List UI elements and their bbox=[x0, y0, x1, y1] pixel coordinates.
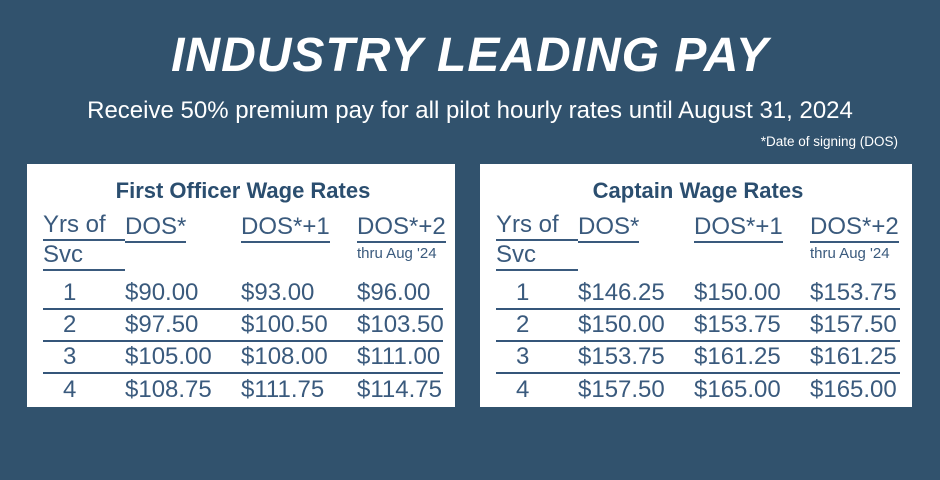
years-of-service-cell: 4 bbox=[63, 375, 77, 403]
svc-label: Svc bbox=[496, 241, 578, 271]
column-header-dos: DOS* bbox=[578, 212, 694, 272]
hourly-rate-cell: $161.25 bbox=[694, 342, 781, 370]
hourly-rate-cell: $150.00 bbox=[578, 310, 665, 338]
column-header-dos-plus-2: DOS*+2 thru Aug '24 bbox=[357, 212, 446, 262]
column-header-dos-plus-2: DOS*+2 thru Aug '24 bbox=[810, 212, 899, 262]
table-row: 3 $105.00 $108.00 $111.00 bbox=[43, 342, 443, 374]
hourly-rate-cell: $150.00 bbox=[694, 278, 781, 306]
hourly-rate-cell: $103.50 bbox=[357, 310, 444, 338]
years-of-service-cell: 1 bbox=[516, 278, 530, 306]
hourly-rate-cell: $165.00 bbox=[694, 375, 781, 403]
hourly-rate-cell: $146.25 bbox=[578, 278, 665, 306]
table-row: 4 $157.50 $165.00 $165.00 bbox=[496, 374, 900, 406]
table-row: 1 $146.25 $150.00 $153.75 bbox=[496, 278, 900, 310]
table-row: 2 $97.50 $100.50 $103.50 bbox=[43, 310, 444, 342]
hourly-rate-cell: $153.75 bbox=[810, 278, 897, 306]
table-header-row: Yrs of Svc DOS* DOS*+1 DOS*+2 thru Aug '… bbox=[496, 211, 900, 272]
column-header-dos-plus-1: DOS*+1 bbox=[241, 212, 357, 272]
hourly-rate-cell: $96.00 bbox=[357, 278, 431, 306]
thru-aug-note: thru Aug '24 bbox=[810, 244, 890, 262]
page-title: INDUSTRY LEADING PAY bbox=[171, 29, 769, 82]
column-header-yrs-of-svc: Yrs of Svc bbox=[496, 211, 578, 272]
hourly-rate-cell: $105.00 bbox=[125, 342, 212, 370]
column-header-dos-plus-1: DOS*+1 bbox=[694, 212, 810, 272]
hourly-rate-cell: $90.00 bbox=[125, 278, 199, 306]
table-body: 1 $146.25 $150.00 $153.75 2 $150.00 $153.75 $15… bbox=[496, 278, 900, 406]
column-header-yrs-of-svc: Yrs of Svc bbox=[43, 211, 125, 272]
table-header-row: Yrs of Svc DOS* DOS*+1 DOS*+2 thru Aug '… bbox=[43, 211, 446, 272]
captain-wage-table: Captain Wage Rates Yrs of Svc DOS* DOS*+… bbox=[480, 163, 912, 407]
hourly-rate-cell: $93.00 bbox=[241, 278, 315, 306]
years-of-service-cell: 4 bbox=[516, 375, 530, 403]
wage-tables-container: First Officer Wage Rates Yrs of Svc DOS*… bbox=[27, 163, 940, 407]
hourly-rate-cell: $111.75 bbox=[241, 375, 325, 403]
hourly-rate-cell: $157.50 bbox=[810, 310, 897, 338]
years-of-service-cell: 3 bbox=[516, 342, 530, 370]
table-title: First Officer Wage Rates bbox=[115, 177, 371, 203]
hourly-rate-cell: $108.00 bbox=[241, 342, 328, 370]
hourly-rate-cell: $153.75 bbox=[578, 342, 665, 370]
first-officer-wage-table: First Officer Wage Rates Yrs of Svc DOS*… bbox=[27, 163, 455, 407]
hourly-rate-cell: $157.50 bbox=[578, 375, 665, 403]
table-row: 4 $108.75 $111.75 $114.75 bbox=[43, 374, 443, 406]
hourly-rate-cell: $100.50 bbox=[241, 310, 328, 338]
years-of-service-cell: 2 bbox=[516, 310, 530, 338]
hourly-rate-cell: $111.00 bbox=[357, 342, 441, 370]
dos-footnote: *Date of signing (DOS) bbox=[760, 133, 898, 149]
yrs-of-label: Yrs of bbox=[496, 211, 578, 241]
table-row: 3 $153.75 $161.25 $161.25 bbox=[496, 342, 900, 374]
hourly-rate-cell: $161.25 bbox=[810, 342, 897, 370]
industry-leading-pay-banner: INDUSTRY LEADING PAY Receive 50% premium… bbox=[0, 29, 940, 407]
hourly-rate-cell: $165.00 bbox=[810, 375, 897, 403]
column-header-dos: DOS* bbox=[125, 212, 241, 272]
hourly-rate-cell: $153.75 bbox=[694, 310, 781, 338]
years-of-service-cell: 3 bbox=[63, 342, 77, 370]
hourly-rate-cell: $97.50 bbox=[125, 310, 199, 338]
hourly-rate-cell: $108.75 bbox=[125, 375, 212, 403]
table-row: 2 $150.00 $153.75 $157.50 bbox=[496, 310, 900, 342]
thru-aug-note: thru Aug '24 bbox=[357, 244, 437, 262]
hourly-rate-cell: $114.75 bbox=[357, 375, 442, 403]
years-of-service-cell: 2 bbox=[63, 310, 77, 338]
table-title: Captain Wage Rates bbox=[592, 177, 804, 203]
premium-pay-subtitle: Receive 50% premium pay for all pilot ho… bbox=[87, 96, 853, 124]
svc-label: Svc bbox=[43, 241, 125, 271]
table-row: 1 $90.00 $93.00 $96.00 bbox=[43, 278, 443, 310]
years-of-service-cell: 1 bbox=[63, 278, 77, 306]
yrs-of-label: Yrs of bbox=[43, 211, 125, 241]
table-body: 1 $90.00 $93.00 $96.00 2 $97.50 $100.50 $103.50… bbox=[43, 278, 444, 406]
